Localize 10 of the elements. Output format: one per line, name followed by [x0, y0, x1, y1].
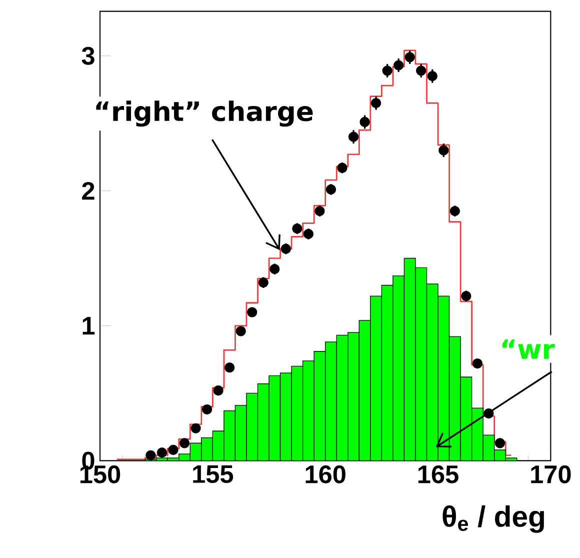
x-tick-label: 170: [531, 465, 571, 484]
x-tick-label: 160: [306, 465, 346, 484]
x-tick-label: 155: [193, 465, 234, 484]
y-tick-label: 2: [82, 182, 94, 200]
y-tick-label: 1: [82, 317, 95, 334]
annotation: “right” charge: [96, 100, 313, 127]
x-tick-label: 165: [418, 465, 458, 484]
y-tick-label: 3: [82, 46, 94, 65]
annotation: “wr: [502, 339, 555, 359]
x-axis-title: θ$_{e}$ / deg: [442, 505, 544, 533]
